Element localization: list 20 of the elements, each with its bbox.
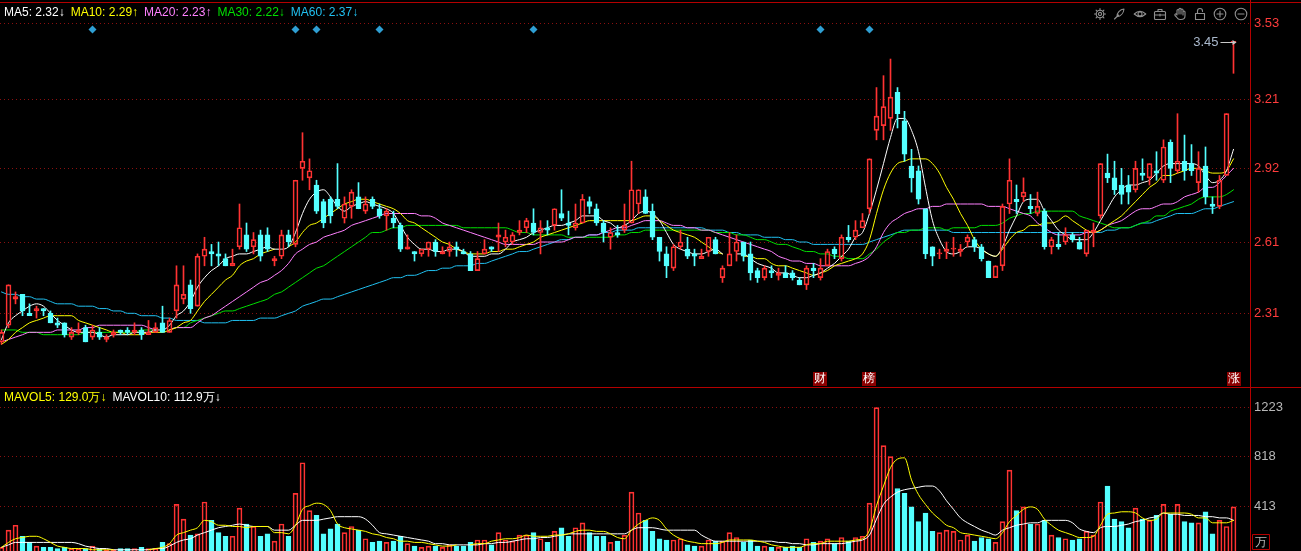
text: MA20: 2.23↑ [144,5,212,20]
y-tick-label: 2.31 [1254,304,1280,320]
y-tick-label: 2.92 [1254,159,1280,175]
y-tick-label: 818 [1254,448,1276,464]
y-tick-label: 3.53 [1254,14,1280,30]
annotation: 涨 [1228,371,1240,386]
text: MA60: 2.37↓ [290,5,359,20]
text: MAVOL5: 129.0万↓ [4,390,107,405]
y-tick-label: 413 [1254,498,1276,514]
annotation: 财 [814,371,826,386]
y-tick-label: 3.21 [1254,91,1280,107]
text: MAVOL10: 112.9万↓ [112,390,221,405]
text: MA30: 2.22↓ [217,5,285,20]
y-axis-title: 万 [1255,535,1267,550]
annotation: 3.45 [1193,34,1219,50]
y-tick-label: 1223 [1254,398,1283,414]
text: MA5: 2.32↓ [4,5,65,20]
text: MA10: 2.29↑ [70,5,139,20]
annotation: 榜 [863,371,875,386]
y-tick-label: 2.61 [1254,233,1280,249]
